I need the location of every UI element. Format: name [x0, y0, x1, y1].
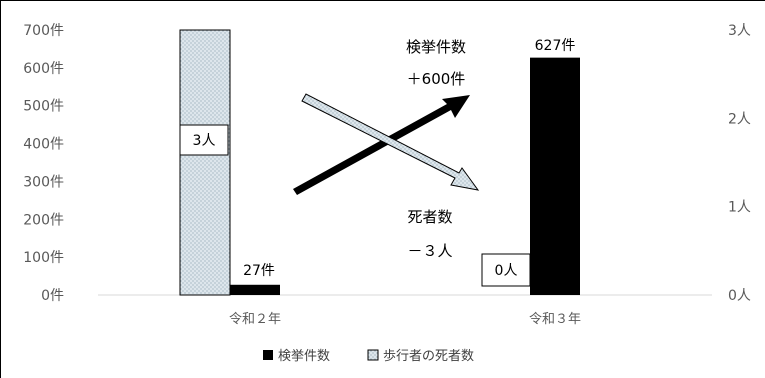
- data-label-r3-deaths: 0人: [495, 263, 518, 279]
- left-tick-label: 200件: [23, 212, 64, 228]
- bar-deaths-0: [179, 29, 231, 296]
- bar-arrests-0: [230, 284, 280, 295]
- right-tick-label: 1人: [728, 200, 751, 216]
- category-label-r2: 令和２年: [229, 312, 281, 327]
- legend-label-arrests: 検挙件数: [278, 349, 330, 364]
- category-label-r3: 令和３年: [529, 312, 581, 327]
- data-label-r2-deaths: 3人: [193, 133, 216, 149]
- right-tick-label: 2人: [728, 111, 751, 127]
- data-label-r3-arrests: 627件: [535, 38, 576, 54]
- data-label-r2-arrests: 27件: [243, 263, 275, 279]
- left-tick-label: 300件: [23, 174, 64, 190]
- increase-annotation-value: ＋600件: [407, 70, 466, 88]
- increase-annotation-title: 検挙件数: [406, 38, 466, 56]
- legend-swatch-arrests: [263, 350, 273, 360]
- decrease-annotation-value: －３人: [407, 242, 452, 260]
- decrease-arrow: [301, 93, 480, 191]
- left-axis-ticks: 0件 100件 200件 300件 400件 500件 600件 700件: [23, 23, 64, 304]
- left-tick-label: 500件: [23, 99, 64, 115]
- label-box-r3-deaths: [481, 253, 531, 287]
- right-tick-label: 3人: [728, 23, 751, 39]
- bars: [179, 29, 580, 296]
- label-box-r2-deaths: [179, 124, 229, 156]
- left-tick-label: 400件: [23, 137, 64, 153]
- right-axis-ticks: 0人 1人 2人 3人: [728, 23, 751, 304]
- left-tick-label: 0件: [41, 288, 64, 304]
- left-tick-label: 700件: [23, 23, 64, 39]
- increase-arrow: [293, 95, 470, 195]
- legend-label-deaths: 歩行者の死者数: [383, 349, 474, 364]
- left-tick-label: 600件: [23, 61, 64, 77]
- legend-swatch-deaths: [367, 349, 379, 361]
- right-tick-label: 0人: [728, 288, 751, 304]
- decrease-annotation-title: 死者数: [407, 208, 452, 226]
- bar-arrests-1: [530, 57, 580, 296]
- left-tick-label: 100件: [23, 250, 64, 266]
